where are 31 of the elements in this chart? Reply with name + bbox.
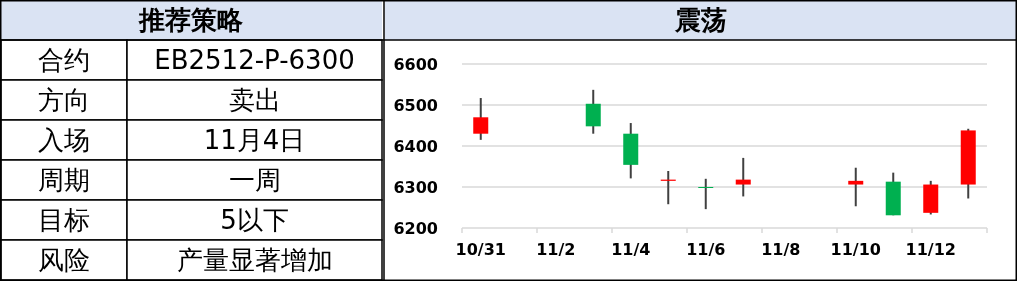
y-tick-label: 6200 — [393, 219, 438, 238]
text: 推荐策略 — [138, 5, 243, 35]
y-tick-label: 6600 — [393, 55, 438, 74]
text: 卖出 — [228, 85, 281, 115]
candlestick — [473, 97, 489, 141]
y-tick-label: 6300 — [393, 178, 438, 197]
x-tick-label: 10/31 — [455, 240, 506, 259]
candlestick — [585, 88, 601, 135]
x-tick-label: 11/12 — [905, 240, 956, 259]
text: EB2512-P-6300 — [154, 45, 355, 75]
candlestick — [848, 166, 864, 208]
category-label: 周期 — [37, 165, 90, 195]
x-tick-label: 11/4 — [611, 240, 651, 259]
chart-title: 震荡 — [674, 5, 727, 35]
x-tick-label: 11/2 — [536, 240, 576, 259]
category-label: 方向 — [37, 85, 90, 115]
y-tick-label: 6400 — [393, 137, 438, 156]
x-tick-label: 11/6 — [686, 240, 726, 259]
candlestick — [698, 177, 714, 211]
y-tick-label: 6500 — [393, 96, 438, 115]
x-tick-label: 11/10 — [830, 240, 881, 259]
category-label: 目标 — [37, 205, 90, 235]
category-label: 入场 — [37, 125, 90, 155]
text: 产量显著增加 — [176, 245, 333, 275]
category-label: 风险 — [37, 245, 90, 275]
text: 11月4日 — [203, 125, 306, 155]
text: 一周 — [228, 165, 281, 195]
x-tick-label: 11/8 — [761, 240, 801, 259]
candlestick — [735, 156, 751, 198]
category-label: 合约 — [37, 45, 90, 75]
text: 5以下 — [220, 205, 289, 235]
